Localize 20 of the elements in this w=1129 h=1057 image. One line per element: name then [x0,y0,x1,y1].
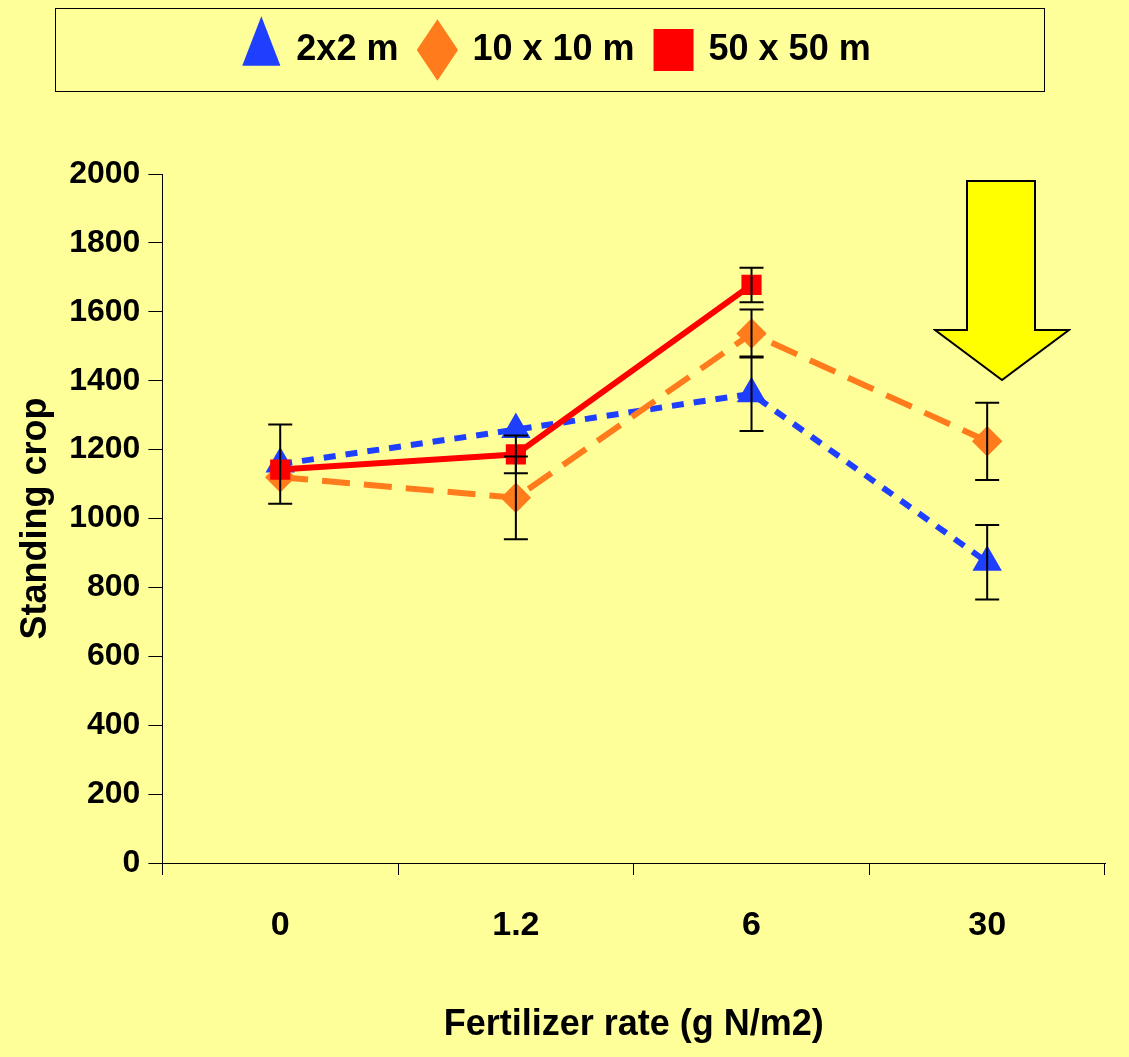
y-tick-label: 1000 [69,498,141,535]
x-axis-title: Fertilizer rate (g N/m2) [443,1002,824,1044]
x-tick-label: 6 [742,903,761,942]
y-tick-label: 600 [87,636,141,673]
legend-label: 50 x 50 m [708,26,871,68]
y-tick-label: 1200 [69,429,141,466]
y-tick-label: 1800 [69,222,141,259]
y-tick-label: 0 [122,842,141,879]
x-tick-label: 0 [270,903,290,942]
x-tick-label: 30 [968,903,1007,942]
y-tick-label: 400 [87,705,141,742]
y-tick-label: 800 [87,567,141,604]
y-tick-label: 200 [87,773,141,810]
x-tick-label: 1.2 [492,903,540,942]
legend-label: 10 x 10 m [472,26,635,68]
y-axis-title: Standing crop [12,397,54,640]
y-tick-label: 2000 [69,153,141,190]
y-tick-label: 1400 [69,360,141,397]
y-tick-label: 1600 [69,291,141,328]
legend-label: 2x2 m [296,26,399,68]
